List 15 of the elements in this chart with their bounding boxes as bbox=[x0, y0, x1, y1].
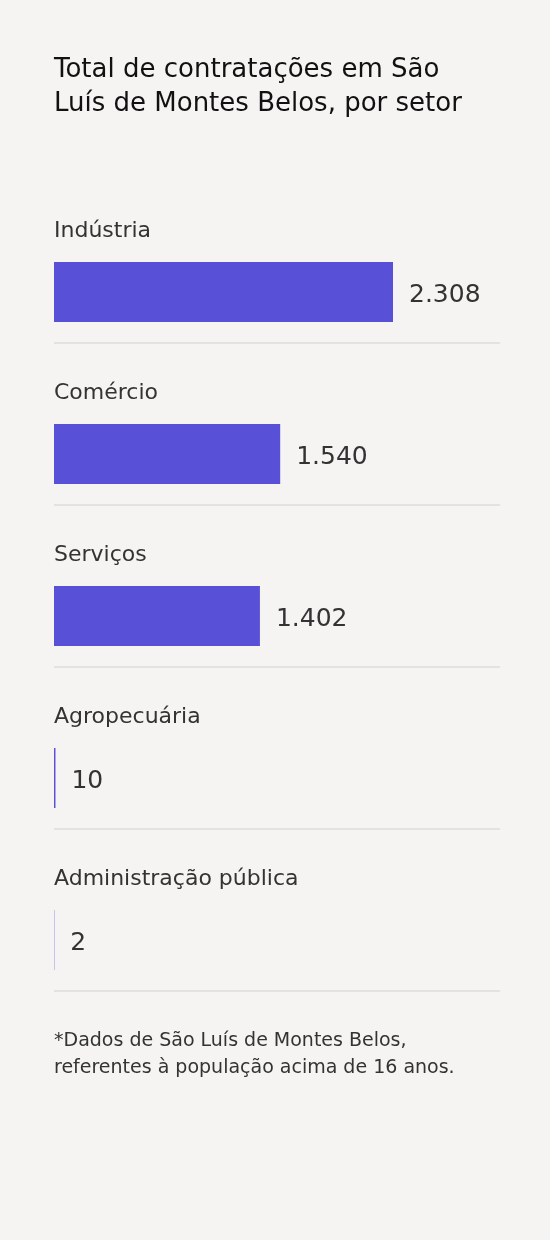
y-tick-label: Agropecuária bbox=[54, 702, 201, 728]
text: *Dados de São Luís de Montes Belos, referentes à população acima de 16 anos. bbox=[54, 1027, 456, 1079]
y-tick-label: Comércio bbox=[54, 378, 159, 404]
data-label: 10 bbox=[71, 764, 104, 794]
data-label: 1.402 bbox=[275, 602, 348, 632]
data-label: 1.540 bbox=[296, 440, 368, 470]
y-tick-label: Administração pública bbox=[54, 864, 299, 890]
data-label: 2.308 bbox=[409, 278, 481, 308]
y-tick-label: Indústria bbox=[54, 216, 152, 242]
bar bbox=[54, 424, 281, 484]
bar bbox=[54, 586, 260, 646]
y-tick-label: Serviços bbox=[54, 540, 147, 566]
chart-title: Total de contratações em São Luís de Montes Belos, por setor bbox=[54, 52, 462, 119]
data-label: 2 bbox=[70, 926, 87, 956]
bar bbox=[54, 262, 393, 322]
